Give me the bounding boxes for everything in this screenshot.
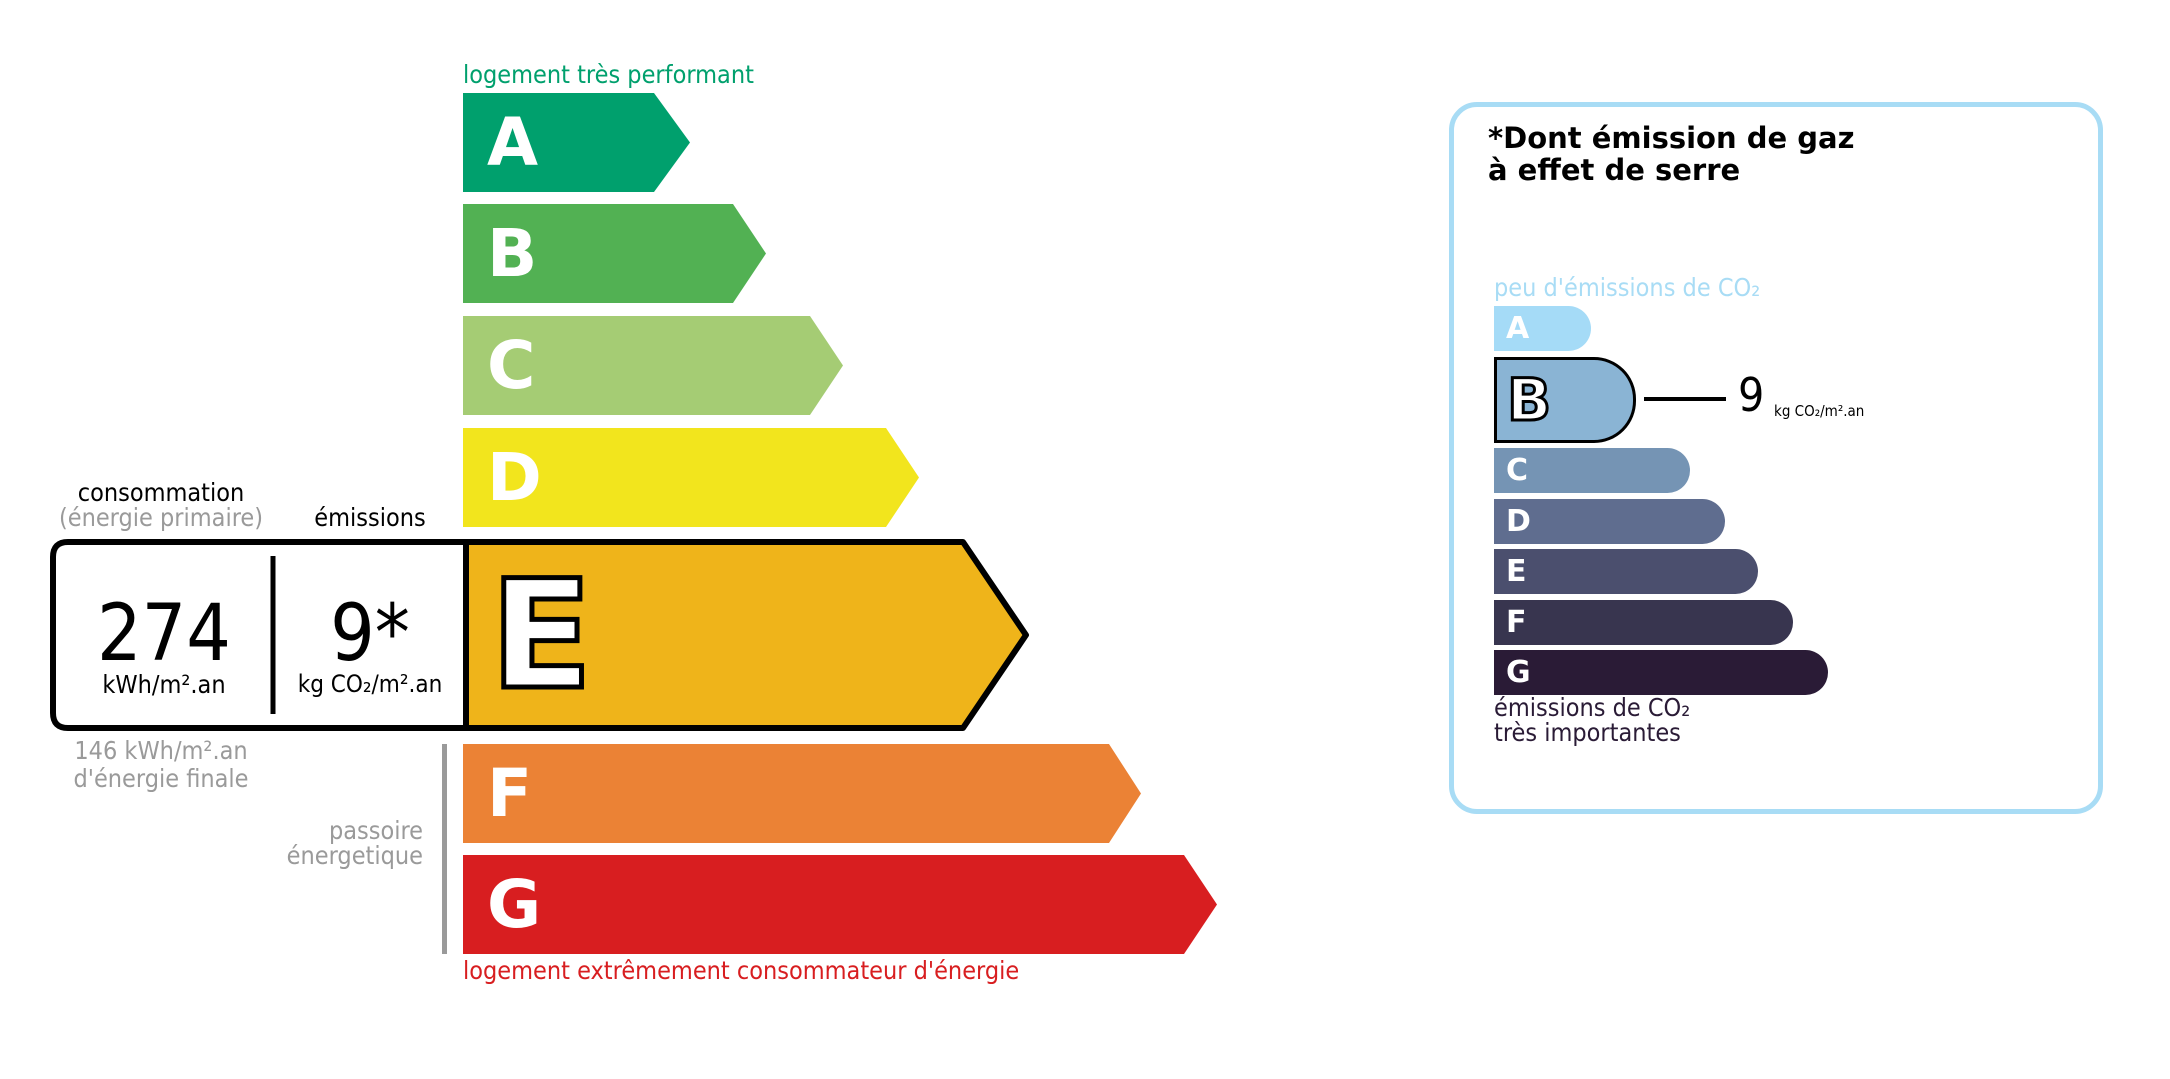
class-letter: D (1506, 504, 1531, 539)
ghg-bottom-caption: émissions de CO₂ très importantes (1494, 695, 1690, 745)
ghg-title-line2: à effet de serre (1488, 153, 1741, 187)
ghg-class-f: F (1494, 600, 1793, 645)
emissions-unit: kg CO₂/m².an (297, 670, 443, 698)
consumption-label: consommation (77, 478, 245, 507)
ghg-class-a: A (1494, 306, 1591, 351)
class-letter: E (1506, 554, 1527, 589)
consumption-unit: kWh/m².an (102, 670, 226, 699)
passoire-line1: passoire (328, 816, 423, 845)
energy-class-e (463, 539, 1029, 731)
ghg-title: *Dont émission de gaz à effet de serre (1488, 122, 1854, 186)
ghg-bottom-line1: émissions de CO₂ (1494, 693, 1691, 722)
ghg-bottom-line2: très importantes (1494, 718, 1681, 747)
energy-class-d: D (463, 428, 919, 527)
final-energy-value: 146 kWh/m².an (74, 736, 248, 765)
consumption-value: 274 (97, 589, 231, 679)
class-letter: C (487, 327, 536, 404)
ghg-value-connector (1644, 397, 1726, 401)
energy-class-f: F (463, 744, 1141, 843)
energy-class-b: B (463, 204, 766, 303)
ghg-class-g: G (1494, 650, 1828, 695)
ghg-class-c: C (1494, 448, 1690, 493)
class-letter: C (1506, 453, 1529, 488)
ghg-title-line1: *Dont émission de gaz (1488, 121, 1855, 155)
current-class-letter: E (487, 549, 594, 723)
values-box (50, 539, 469, 731)
current-class-frame (50, 539, 1029, 731)
emissions-label: émissions (314, 503, 426, 532)
passoire-bracket (442, 744, 447, 954)
class-letter: G (1506, 655, 1531, 690)
energy-class-a: A (463, 93, 690, 192)
energy-class-c: C (463, 316, 843, 415)
energy-class-g: G (463, 855, 1217, 954)
emissions-value: 9* (330, 589, 410, 679)
current-class-letter: B (1505, 365, 1552, 436)
bottom-caption: logement extrêmement consommateur d'éner… (463, 956, 1020, 985)
class-letter: G (487, 866, 542, 943)
class-letter: B (487, 215, 538, 292)
ghg-class-e: E (1494, 549, 1758, 594)
ghg-value: 9 (1738, 368, 1765, 422)
ghg-unit: kg CO₂/m².an (1774, 402, 1865, 420)
top-caption: logement très performant (463, 60, 754, 89)
consumption-sublabel: (énergie primaire) (58, 503, 264, 532)
passoire-line2: énergetique (286, 841, 423, 870)
ghg-panel (1449, 102, 2103, 814)
class-letter: F (1506, 605, 1527, 640)
class-letter: A (1506, 311, 1530, 346)
ghg-class-b-current: B (1494, 357, 1636, 443)
ghg-class-d: D (1494, 499, 1725, 544)
class-letter: F (487, 755, 533, 832)
class-letter: A (487, 104, 539, 181)
ghg-top-caption: peu d'émissions de CO₂ (1494, 273, 1761, 302)
final-energy-label: d'énergie finale (73, 764, 249, 793)
class-letter: D (487, 439, 542, 516)
